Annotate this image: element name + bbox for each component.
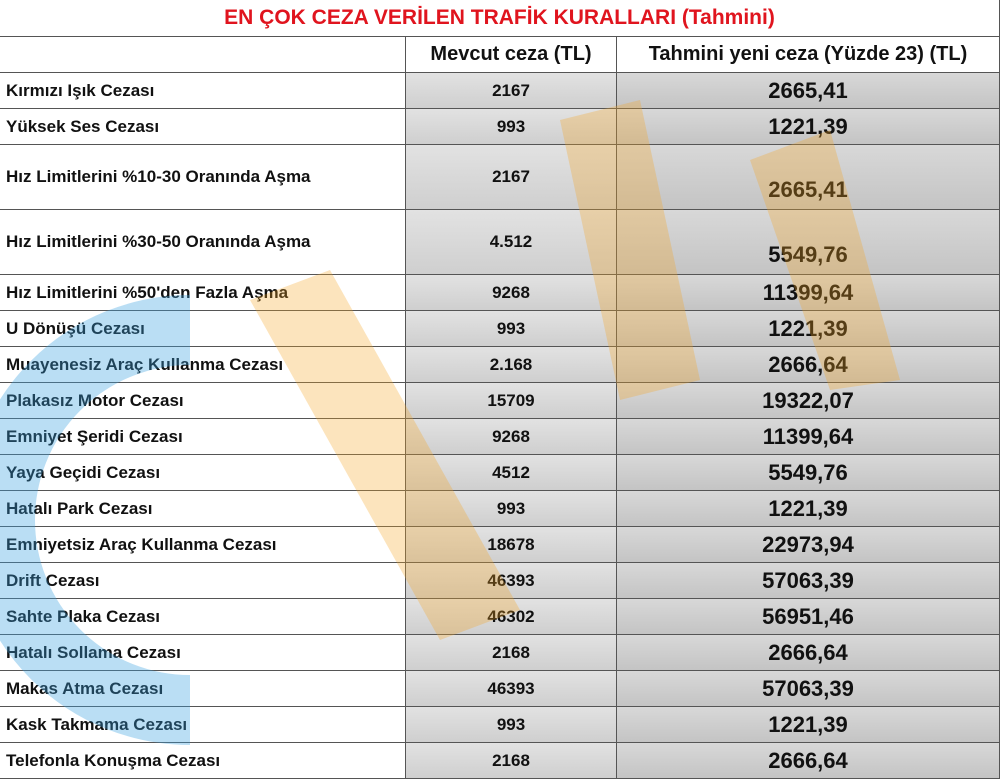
row-label: Emniyetsiz Araç Kullanma Cezası [0, 527, 406, 563]
row-label: Hatalı Sollama Cezası [0, 635, 406, 671]
current-fine: 2.168 [406, 347, 617, 383]
current-fine: 2168 [406, 743, 617, 779]
current-fine: 4.512 [406, 210, 617, 275]
row-label: U Dönüşü Cezası [0, 311, 406, 347]
row-label: Muayenesiz Araç Kullanma Cezası [0, 347, 406, 383]
row-label: Yaya Geçidi Cezası [0, 455, 406, 491]
estimated-fine: 19322,07 [617, 383, 1000, 419]
row-label: Sahte Plaka Cezası [0, 599, 406, 635]
estimated-fine: 2666,64 [617, 635, 1000, 671]
estimated-fine: 22973,94 [617, 527, 1000, 563]
row-label: Emniyet Şeridi Cezası [0, 419, 406, 455]
current-fine: 993 [406, 109, 617, 145]
estimated-fine: 56951,46 [617, 599, 1000, 635]
row-label: Yüksek Ses Cezası [0, 109, 406, 145]
estimated-fine: 5549,76 [617, 210, 1000, 275]
row-label: Drift Cezası [0, 563, 406, 599]
row-label: Hatalı Park Cezası [0, 491, 406, 527]
column-header: Mevcut ceza (TL) [406, 37, 617, 73]
current-fine: 4512 [406, 455, 617, 491]
column-header: Tahmini yeni ceza (Yüzde 23) (TL) [617, 37, 1000, 73]
estimated-fine: 1221,39 [617, 491, 1000, 527]
row-label: Makas Atma Cezası [0, 671, 406, 707]
row-label: Hız Limitlerini %50'den Fazla Aşma [0, 275, 406, 311]
row-label: Hız Limitlerini %10-30 Oranında Aşma [0, 145, 406, 210]
current-fine: 9268 [406, 419, 617, 455]
current-fine: 2168 [406, 635, 617, 671]
estimated-fine: 11399,64 [617, 419, 1000, 455]
estimated-fine: 2666,64 [617, 743, 1000, 779]
estimated-fine: 57063,39 [617, 563, 1000, 599]
estimated-fine: 57063,39 [617, 671, 1000, 707]
table-title: EN ÇOK CEZA VERİLEN TRAFİK KURALLARI (Ta… [0, 0, 1000, 37]
row-label: Telefonla Konuşma Cezası [0, 743, 406, 779]
estimated-fine: 1221,39 [617, 707, 1000, 743]
current-fine: 46393 [406, 671, 617, 707]
current-fine: 46393 [406, 563, 617, 599]
row-label: Plakasız Motor Cezası [0, 383, 406, 419]
current-fine: 993 [406, 491, 617, 527]
current-fine: 993 [406, 707, 617, 743]
estimated-fine: 11399,64 [617, 275, 1000, 311]
current-fine: 2167 [406, 145, 617, 210]
estimated-fine: 2665,41 [617, 73, 1000, 109]
row-label: Hız Limitlerini %30-50 Oranında Aşma [0, 210, 406, 275]
current-fine: 46302 [406, 599, 617, 635]
current-fine: 18678 [406, 527, 617, 563]
row-label: Kırmızı Işık Cezası [0, 73, 406, 109]
estimated-fine: 1221,39 [617, 109, 1000, 145]
header-blank [0, 37, 406, 73]
row-label: Kask Takmama Cezası [0, 707, 406, 743]
current-fine: 9268 [406, 275, 617, 311]
current-fine: 2167 [406, 73, 617, 109]
estimated-fine: 1221,39 [617, 311, 1000, 347]
estimated-fine: 2666,64 [617, 347, 1000, 383]
estimated-fine: 5549,76 [617, 455, 1000, 491]
current-fine: 15709 [406, 383, 617, 419]
estimated-fine: 2665,41 [617, 145, 1000, 210]
current-fine: 993 [406, 311, 617, 347]
